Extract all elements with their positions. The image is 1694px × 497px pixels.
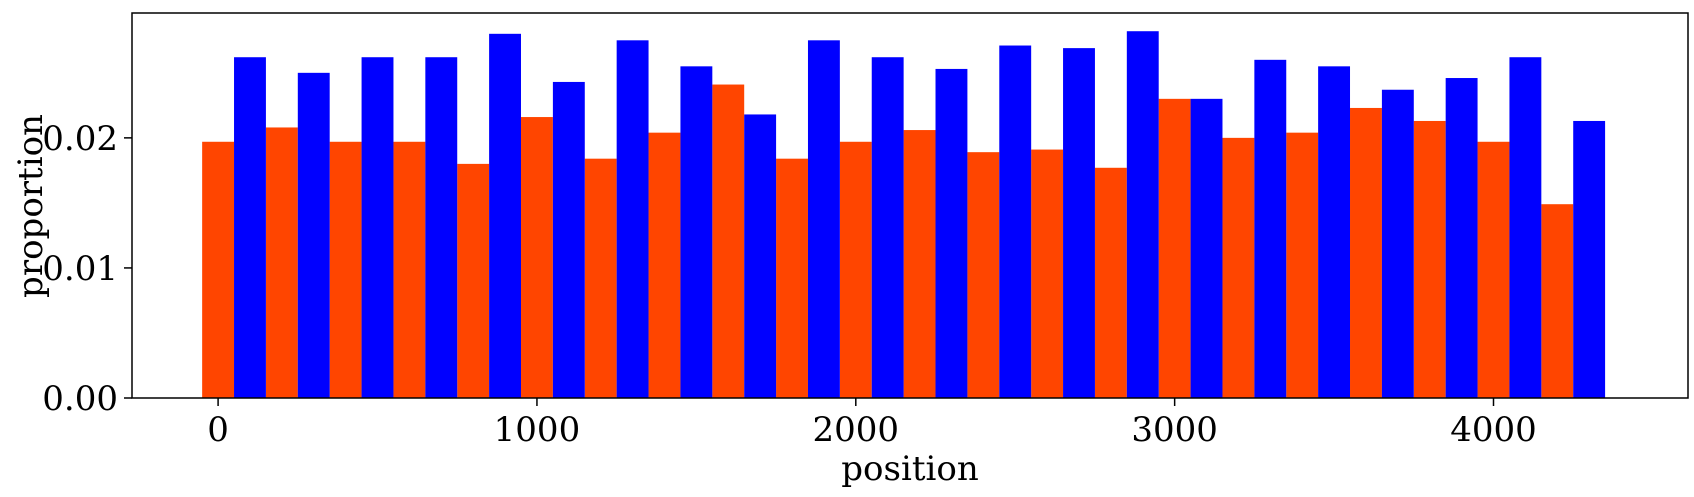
bar-series-2 bbox=[616, 40, 649, 399]
x-tick-label: 2000 bbox=[813, 410, 900, 450]
bar-series-2 bbox=[1318, 66, 1351, 398]
bar-series-1 bbox=[1158, 98, 1191, 398]
bar-series-2 bbox=[999, 45, 1032, 399]
bar-series-1 bbox=[967, 152, 1000, 398]
bar-series-1 bbox=[1094, 167, 1127, 398]
bar-series-2 bbox=[361, 57, 394, 398]
bar-series-1 bbox=[776, 158, 808, 398]
y-tick-label: 0.01 bbox=[42, 249, 118, 289]
bar-series-2 bbox=[1573, 120, 1606, 399]
bar-series-2 bbox=[297, 72, 330, 398]
bar-series-1 bbox=[202, 141, 235, 398]
bar-series-2 bbox=[1190, 98, 1223, 398]
y-axis-label: proportion bbox=[11, 114, 51, 298]
bar-series-1 bbox=[712, 84, 745, 398]
bar-series-2 bbox=[1445, 78, 1478, 398]
x-axis-label: position bbox=[841, 449, 978, 489]
y-axis-ticks: 0.00 0.01 0.02 bbox=[42, 119, 132, 419]
bar-series-2 bbox=[1381, 89, 1414, 399]
bar-series-1 bbox=[1031, 149, 1064, 398]
x-tick-label: 0 bbox=[207, 410, 229, 450]
y-tick-label: 0.02 bbox=[42, 119, 118, 159]
x-tick-label: 1000 bbox=[494, 410, 581, 450]
bar-series-1 bbox=[1286, 132, 1319, 398]
bar-series-1 bbox=[1413, 120, 1446, 399]
bar-series-2 bbox=[1254, 59, 1287, 398]
bar-series-1 bbox=[457, 163, 490, 398]
bar-series-1 bbox=[648, 132, 681, 398]
plot-frame bbox=[131, 12, 1689, 399]
bars-group bbox=[202, 31, 1606, 399]
bar-series-1 bbox=[903, 130, 936, 398]
bar-series-2 bbox=[489, 33, 521, 399]
bar-series-1 bbox=[1350, 107, 1382, 398]
bar-series-2 bbox=[1126, 31, 1159, 399]
bar-series-1 bbox=[839, 141, 872, 398]
bar-series-2 bbox=[1509, 57, 1542, 398]
x-axis-ticks: 0 1000 2000 3000 4000 bbox=[207, 398, 1537, 450]
bar-series-2 bbox=[425, 57, 458, 398]
x-tick-label: 4000 bbox=[1450, 410, 1537, 450]
bar-series-2 bbox=[552, 81, 585, 398]
bar-series-2 bbox=[935, 68, 968, 399]
x-tick-label: 3000 bbox=[1131, 410, 1218, 450]
bar-series-1 bbox=[265, 127, 298, 399]
bar-series-1 bbox=[584, 158, 617, 398]
bar-series-1 bbox=[521, 117, 553, 399]
bar-series-1 bbox=[1222, 137, 1255, 399]
bar-series-2 bbox=[680, 66, 713, 398]
bar-series-1 bbox=[393, 141, 426, 398]
bar-series-1 bbox=[329, 141, 362, 398]
bar-series-2 bbox=[1063, 48, 1095, 399]
bar-series-2 bbox=[871, 57, 904, 398]
bar-series-2 bbox=[807, 40, 840, 399]
bar-series-1 bbox=[1477, 141, 1510, 398]
bar-series-2 bbox=[744, 114, 777, 398]
bar-series-2 bbox=[234, 57, 266, 398]
bar-series-1 bbox=[1541, 204, 1574, 398]
y-tick-label: 0.00 bbox=[42, 379, 118, 419]
